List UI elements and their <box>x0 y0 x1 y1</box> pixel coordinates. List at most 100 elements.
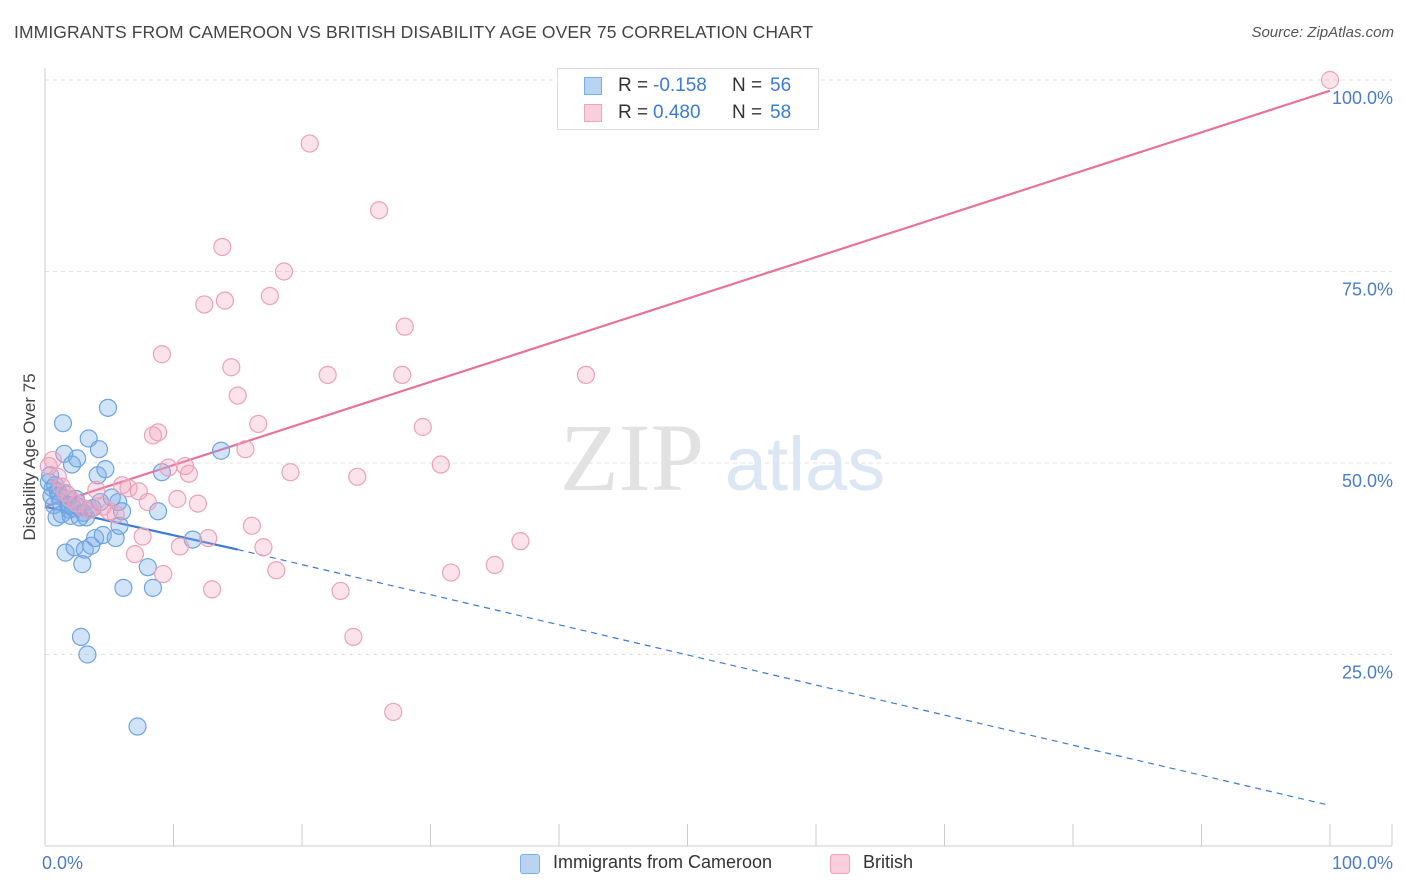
grid-lines <box>45 79 1392 655</box>
point-british <box>168 489 187 509</box>
point-british <box>1320 70 1340 90</box>
legend-swatch-pink <box>584 104 602 122</box>
point-cameroon <box>143 578 163 597</box>
bottom-legend-label: Immigrants from Cameroon <box>553 852 773 872</box>
point-british <box>125 545 145 564</box>
point-british <box>61 489 80 509</box>
point-british <box>48 467 67 486</box>
point-british <box>133 527 152 546</box>
point-british <box>74 499 93 518</box>
point-british <box>148 423 168 442</box>
data-points <box>39 70 1340 736</box>
legend-row-british: R = 0.480 N = 58 <box>558 101 818 127</box>
legend-n-label: N = <box>732 75 763 96</box>
source-label: Source: ZipAtlas.com <box>1251 24 1394 41</box>
point-british <box>331 581 350 601</box>
stats-legend: R = -0.158 N = 56 R = 0.480 N = 58 <box>557 68 819 130</box>
point-cameroon <box>114 578 133 597</box>
bottom-legend-swatch-blue <box>520 854 540 874</box>
point-cameroon <box>56 543 75 562</box>
bottom-legend-label: British <box>863 852 914 872</box>
point-british <box>106 505 125 524</box>
point-british <box>370 201 389 220</box>
point-cameroon <box>73 555 92 574</box>
point-cameroon <box>138 558 157 577</box>
point-british <box>119 479 138 498</box>
point-british <box>202 580 222 599</box>
point-british <box>485 555 504 574</box>
point-british <box>215 291 234 310</box>
point-british <box>393 365 412 385</box>
point-british <box>242 516 261 535</box>
legend-n-label: N = <box>732 102 763 123</box>
y-tick-label: 50.0% <box>1342 471 1393 491</box>
watermark-zip: ZIP <box>560 404 704 511</box>
point-cameroon <box>96 460 115 479</box>
point-british <box>576 365 596 385</box>
watermark-atlas: atlas <box>725 422 886 507</box>
legend-r-value: -0.158 <box>653 75 707 96</box>
point-cameroon <box>211 441 231 460</box>
point-british <box>254 538 273 557</box>
point-british <box>236 440 255 459</box>
point-cameroon <box>89 440 109 459</box>
y-tick-label: 25.0% <box>1342 663 1393 683</box>
point-cameroon <box>110 516 129 535</box>
point-british <box>87 480 106 499</box>
point-british <box>395 317 414 336</box>
point-cameroon <box>148 502 168 521</box>
legend-swatch-blue <box>584 77 602 95</box>
legend-r-label: R = <box>618 102 649 123</box>
point-british <box>348 467 367 486</box>
point-british <box>159 458 178 477</box>
point-cameroon <box>53 414 73 433</box>
point-british <box>179 464 199 483</box>
point-british <box>441 563 461 582</box>
y-axis-label: Disability Age Over 75 <box>20 373 39 540</box>
point-british <box>213 237 232 257</box>
point-cameroon <box>152 463 172 482</box>
point-british <box>152 345 172 364</box>
point-british <box>267 561 286 580</box>
chart-title: IMMIGRANTS FROM CAMEROON VS BRITISH DISA… <box>14 22 814 42</box>
legend-r-value: 0.480 <box>653 102 701 123</box>
point-cameroon <box>128 717 147 736</box>
watermark: ZIP atlas <box>560 404 885 511</box>
point-british <box>260 286 279 306</box>
point-british <box>413 417 432 437</box>
axis-labels: 25.0% 50.0% 75.0% 100.0% 0.0% 100.0% Disabilit… <box>20 88 1393 873</box>
point-british <box>274 262 294 281</box>
point-british <box>511 532 530 551</box>
x-tick-label: 100.0% <box>1332 853 1393 873</box>
bottom-legend-swatch-pink <box>830 854 850 874</box>
point-british <box>249 414 268 434</box>
point-british <box>138 492 157 512</box>
point-british <box>281 463 300 482</box>
legend-row-cameroon: R = -0.158 N = 56 <box>558 74 818 100</box>
point-british <box>43 450 62 470</box>
point-british <box>344 627 363 646</box>
point-british <box>300 134 319 153</box>
point-cameroon <box>98 398 118 417</box>
legend-n-value: 56 <box>770 75 792 96</box>
y-tick-label: 75.0% <box>1342 280 1393 300</box>
point-british <box>199 528 218 548</box>
point-cameroon <box>78 645 97 664</box>
point-british <box>431 455 450 474</box>
point-british <box>195 295 214 314</box>
point-cameroon <box>68 449 87 468</box>
trend-line-cameroon-extrapolated <box>237 548 1331 806</box>
trend-line-british <box>44 89 1331 508</box>
point-british <box>318 365 337 385</box>
point-british <box>222 358 241 377</box>
point-british <box>143 426 163 445</box>
point-british <box>228 386 247 405</box>
point-british <box>170 537 190 556</box>
point-british <box>188 494 208 513</box>
point-british <box>154 564 173 584</box>
point-british <box>384 702 403 722</box>
x-tick-label: 0.0% <box>42 853 83 873</box>
point-cameroon <box>71 627 91 646</box>
legend-r-label: R = <box>618 75 649 96</box>
